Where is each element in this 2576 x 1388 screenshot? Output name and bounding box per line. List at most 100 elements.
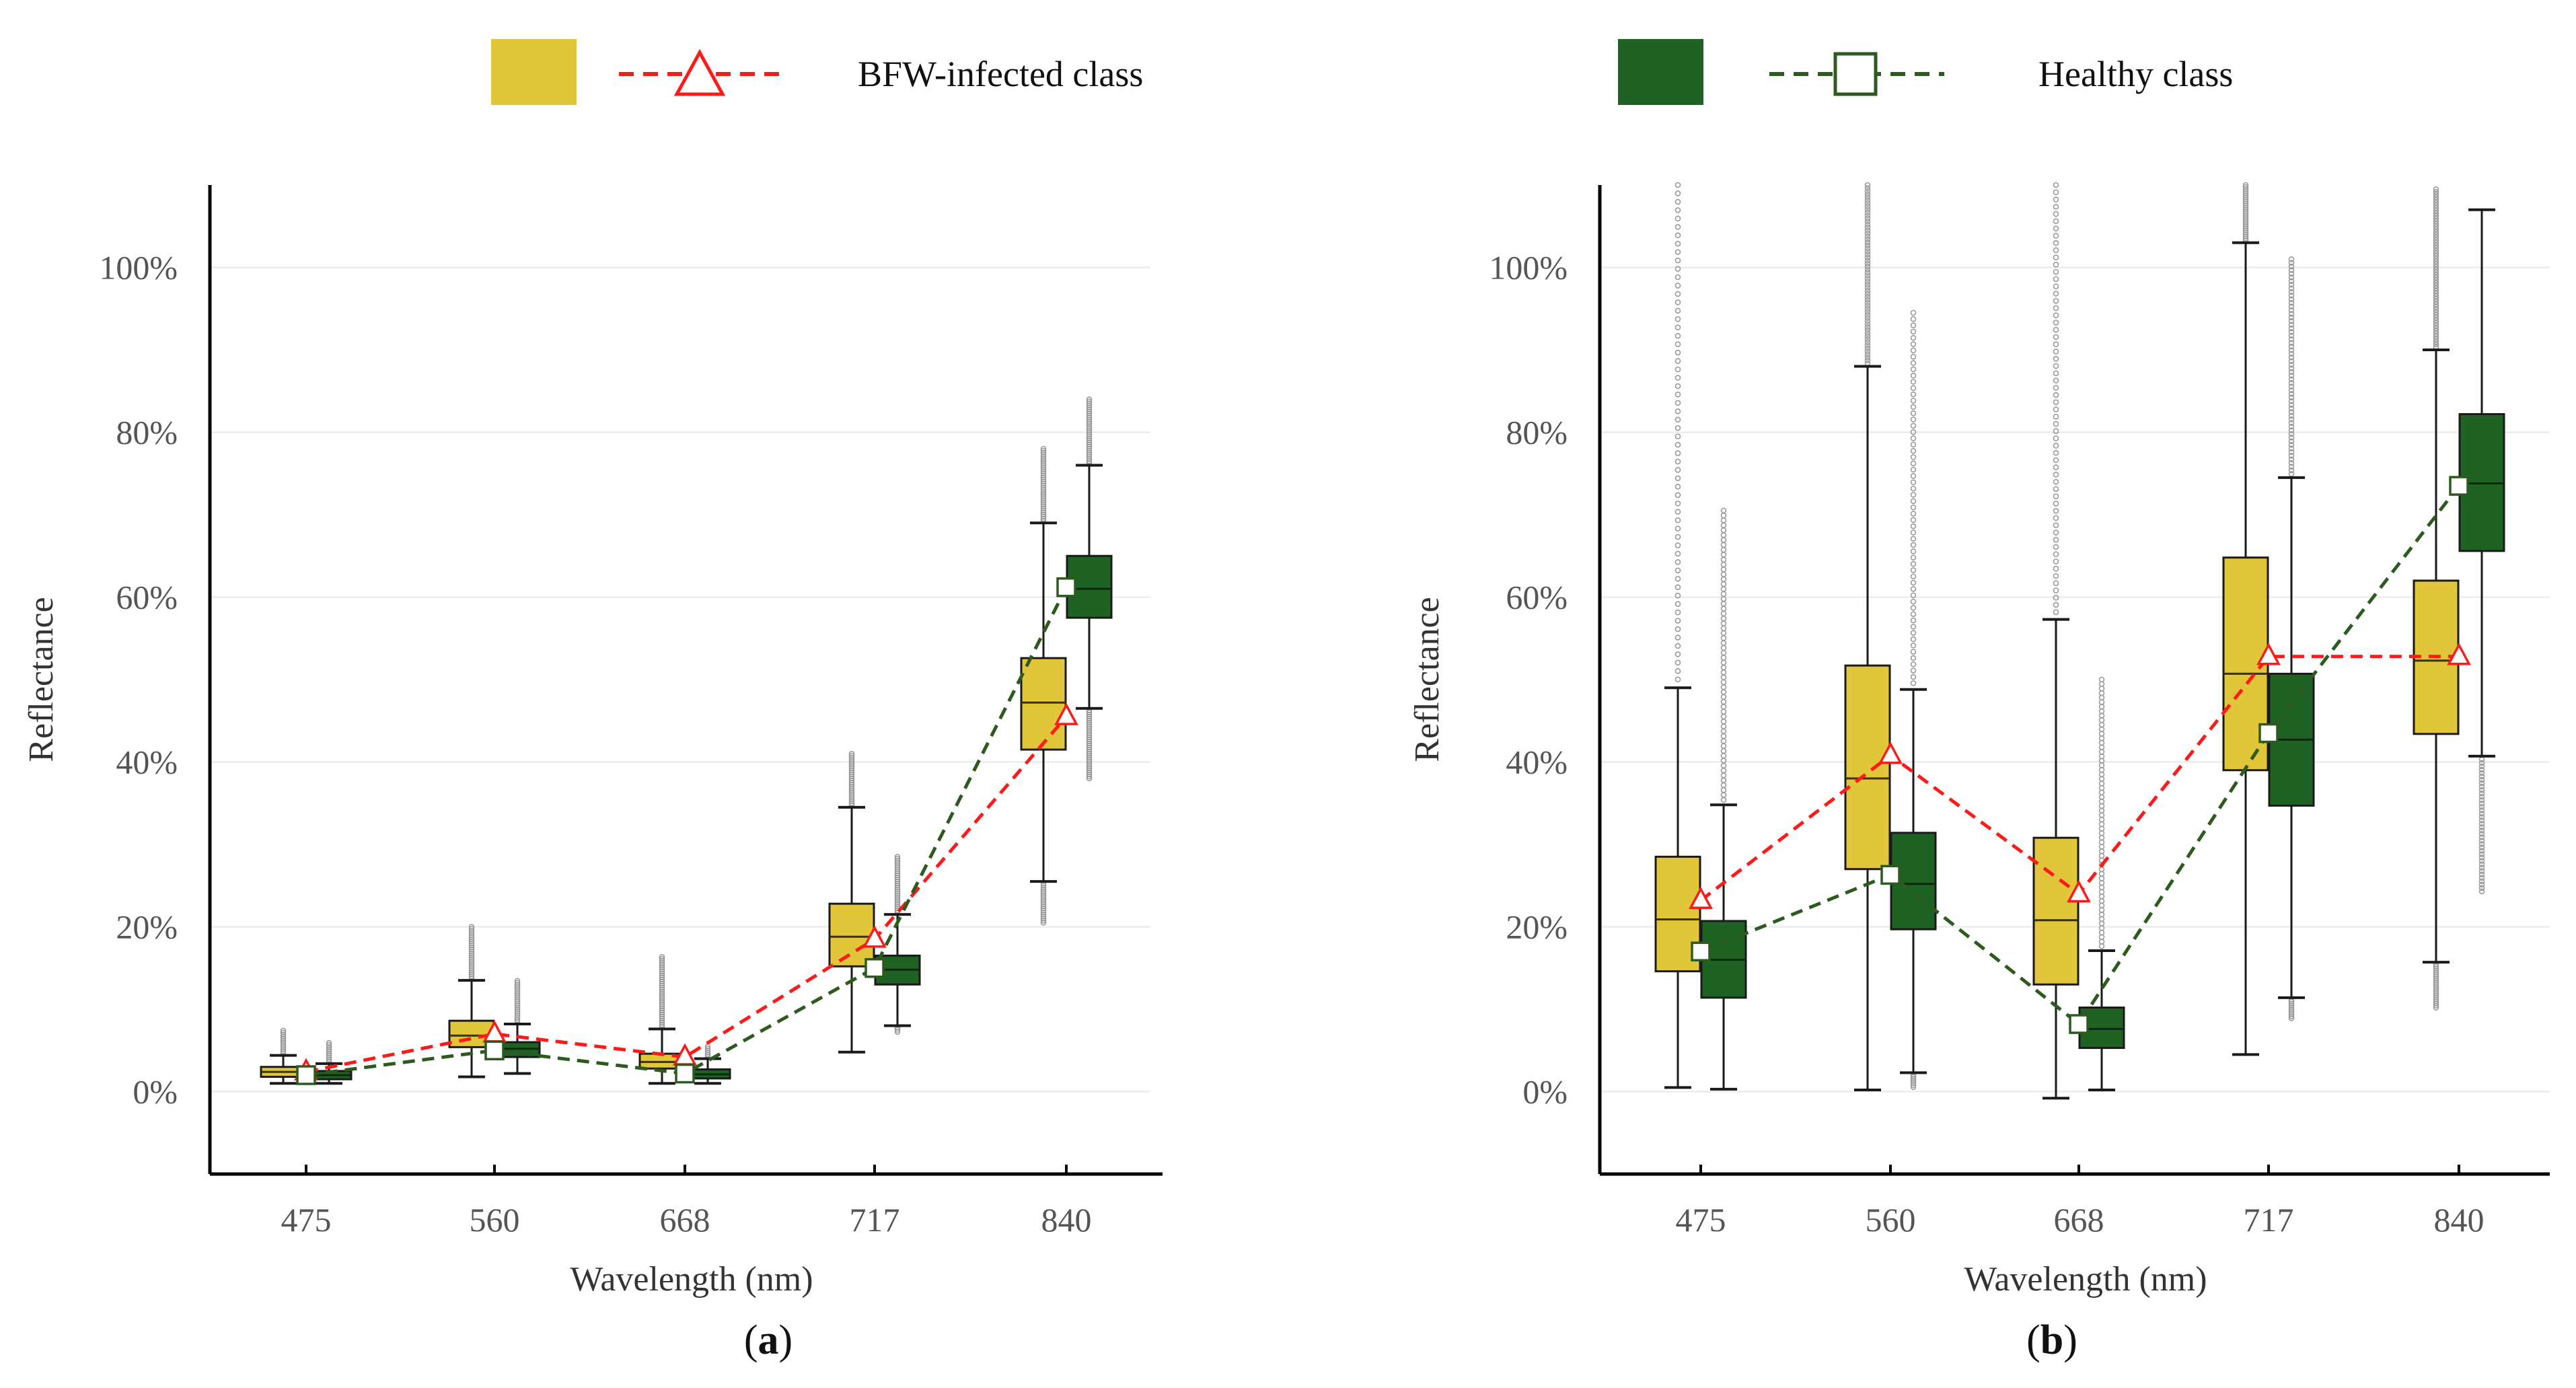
outlier-point bbox=[2288, 402, 2295, 408]
outlier-point bbox=[1864, 215, 1871, 221]
outlier-point bbox=[2433, 277, 2439, 283]
outlier-point bbox=[2433, 215, 2439, 222]
outlier-point bbox=[894, 903, 901, 910]
outlier-point bbox=[848, 796, 855, 802]
outlier-point bbox=[1720, 733, 1727, 739]
outlier-point bbox=[2053, 573, 2059, 579]
outlier-point bbox=[1086, 753, 1093, 759]
y-tick-label: 20% bbox=[116, 908, 178, 946]
outlier-point bbox=[1675, 358, 1681, 364]
outlier-point bbox=[2288, 467, 2295, 474]
outlier-point bbox=[2478, 760, 2485, 766]
outlier-point bbox=[2478, 858, 2485, 864]
outlier-point bbox=[848, 759, 855, 765]
outlier-point bbox=[1910, 667, 1917, 674]
outlier-point bbox=[894, 901, 901, 908]
outlier-point bbox=[2478, 780, 2485, 787]
outlier-point bbox=[2053, 268, 2059, 275]
outlier-point bbox=[2478, 803, 2485, 810]
outlier-point bbox=[1910, 624, 1917, 630]
outlier-point bbox=[280, 1029, 287, 1036]
outlier-point bbox=[2433, 188, 2439, 195]
outlier-point bbox=[326, 1044, 332, 1050]
outlier-point bbox=[1910, 1082, 1917, 1088]
outlier-point bbox=[894, 864, 901, 870]
outlier-point bbox=[1910, 334, 1917, 341]
outlier-point bbox=[2288, 270, 2295, 277]
outlier-point bbox=[2433, 291, 2439, 297]
outlier-point bbox=[1040, 491, 1047, 497]
outlier-point bbox=[1675, 182, 1681, 188]
outlier-point bbox=[1675, 416, 1681, 423]
outlier-point bbox=[2053, 377, 2059, 383]
outlier-point bbox=[2433, 963, 2439, 970]
outlier-point bbox=[2242, 219, 2249, 225]
outlier-point bbox=[2242, 235, 2249, 242]
outlier-point bbox=[1864, 318, 1871, 324]
outlier-point bbox=[1720, 747, 1727, 754]
outlier-point bbox=[659, 953, 665, 960]
outlier-point bbox=[1040, 507, 1047, 514]
outlier-point bbox=[1675, 307, 1681, 314]
outlier-point bbox=[1720, 728, 1727, 735]
outlier-point bbox=[659, 1015, 665, 1022]
outlier-point bbox=[1040, 885, 1047, 891]
outlier-point bbox=[2242, 200, 2249, 207]
outlier-point bbox=[1086, 404, 1093, 411]
outlier-point bbox=[468, 967, 475, 974]
panel-b-boxes bbox=[1654, 208, 2505, 1100]
y-tick-label: 80% bbox=[1506, 414, 1568, 451]
outlier-point bbox=[1910, 1080, 1917, 1086]
outlier-point bbox=[2053, 551, 2059, 558]
outlier-point bbox=[1675, 375, 1681, 381]
outlier-point bbox=[894, 854, 901, 860]
outlier-point bbox=[2433, 320, 2439, 326]
outlier-point bbox=[326, 1052, 332, 1058]
outlier-point bbox=[2288, 373, 2295, 379]
outlier-point bbox=[1675, 458, 1681, 465]
outlier-point bbox=[2288, 464, 2295, 470]
outlier-point bbox=[2053, 472, 2059, 478]
outlier-point bbox=[1864, 191, 1871, 197]
outlier-point bbox=[1675, 542, 1681, 548]
outlier-point bbox=[2478, 800, 2485, 807]
outlier-point bbox=[659, 966, 665, 972]
outlier-point bbox=[1864, 269, 1871, 276]
outlier-point bbox=[1864, 303, 1871, 309]
outlier-point bbox=[2288, 325, 2295, 332]
infected-mean-marker bbox=[862, 925, 887, 948]
outlier-point bbox=[2478, 828, 2485, 834]
outlier-point bbox=[2242, 196, 2249, 203]
outlier-point bbox=[1675, 576, 1681, 582]
outlier-point bbox=[1720, 606, 1727, 612]
outlier-point bbox=[1675, 484, 1681, 490]
outlier-point bbox=[514, 990, 521, 996]
outlier-point bbox=[1910, 360, 1917, 366]
outlier-point bbox=[2433, 992, 2439, 998]
outlier-point bbox=[848, 800, 855, 807]
outlier-point bbox=[659, 960, 665, 966]
outlier-point bbox=[848, 792, 855, 798]
outlier-point bbox=[2433, 303, 2439, 310]
outlier-point bbox=[2433, 982, 2439, 988]
outlier-point bbox=[2433, 986, 2439, 992]
outlier-point bbox=[2053, 305, 2059, 312]
outlier-point bbox=[1040, 911, 1047, 918]
healthy-mean-marker bbox=[296, 1065, 316, 1085]
outlier-point bbox=[1720, 567, 1727, 573]
outlier-point bbox=[468, 971, 475, 978]
outlier-point bbox=[659, 982, 665, 989]
outlier-point bbox=[1086, 757, 1093, 763]
outlier-point bbox=[1086, 425, 1093, 431]
outlier-point bbox=[2053, 536, 2059, 543]
outlier-point bbox=[1864, 206, 1871, 213]
outlier-point bbox=[1675, 257, 1681, 264]
outlier-point bbox=[2433, 245, 2439, 252]
outlier-point bbox=[1040, 901, 1047, 908]
outlier-point bbox=[1864, 357, 1871, 363]
outlier-point bbox=[659, 968, 665, 974]
outlier-point bbox=[894, 856, 901, 862]
outlier-point bbox=[2288, 311, 2295, 317]
outlier-point bbox=[1864, 336, 1871, 342]
outlier-point bbox=[1864, 203, 1871, 209]
